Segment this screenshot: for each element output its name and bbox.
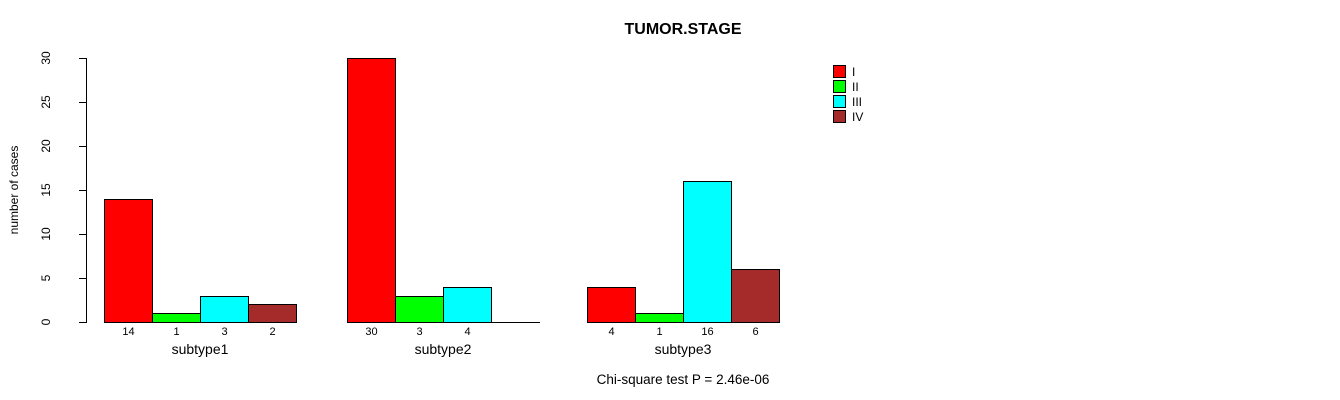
legend-swatch-I	[833, 65, 846, 78]
bar-subtype2-stage-I	[347, 58, 396, 323]
bar-value-label: 1	[173, 326, 180, 338]
group-label-subtype3: subtype3	[654, 341, 712, 357]
y-tick-label: 0	[39, 318, 53, 326]
bar-value-label: 2	[269, 326, 276, 338]
y-tick	[79, 278, 86, 279]
legend-label-II: II	[852, 80, 859, 94]
bar-subtype2-stage-III	[443, 286, 492, 323]
y-axis-label: number of cases	[7, 145, 21, 235]
bar-subtype3-stage-I	[587, 286, 636, 323]
y-tick-label: 25	[39, 95, 53, 109]
bar-subtype1-stage-I	[104, 198, 153, 323]
bar-subtype3-stage-IV	[731, 269, 780, 323]
group-label-subtype1: subtype1	[171, 341, 229, 357]
zero-height-bar-subtype2-stage-IV	[491, 322, 540, 323]
chart-title: TUMOR.STAGE	[624, 21, 742, 38]
y-tick-label: 10	[39, 227, 53, 241]
y-axis-line	[86, 58, 87, 323]
bar-subtype3-stage-II	[635, 313, 684, 323]
bar-subtype1-stage-II	[152, 313, 201, 323]
y-tick	[79, 146, 86, 147]
bar-value-label: 30	[365, 326, 378, 338]
bar-value-label: 3	[416, 326, 423, 338]
bar-subtype1-stage-III	[200, 295, 249, 323]
bar-subtype2-stage-II	[395, 295, 444, 323]
y-tick-label: 15	[39, 183, 53, 197]
y-tick-label: 20	[39, 139, 53, 153]
legend-label-IV: IV	[852, 110, 864, 124]
group-label-subtype2: subtype2	[414, 341, 472, 357]
y-tick	[79, 190, 86, 191]
bar-value-label: 14	[122, 326, 135, 338]
bar-value-label: 4	[464, 326, 471, 338]
legend-swatch-II	[833, 80, 846, 93]
bar-subtype1-stage-IV	[248, 304, 297, 323]
chi-square-annotation: Chi-square test P = 2.46e-06	[596, 372, 770, 387]
bar-value-label: 6	[752, 326, 759, 338]
legend-label-I: I	[852, 65, 856, 79]
y-tick	[79, 102, 86, 103]
legend-swatch-III	[833, 95, 846, 108]
bar-subtype3-stage-III	[683, 181, 732, 323]
legend-label-III: III	[852, 95, 863, 109]
y-tick	[79, 58, 86, 59]
y-tick	[79, 234, 86, 235]
y-tick-label: 30	[39, 51, 53, 65]
bar-value-label: 1	[656, 326, 663, 338]
bar-value-label: 4	[608, 326, 615, 338]
y-tick-label: 5	[39, 274, 53, 282]
bar-value-label: 3	[221, 326, 228, 338]
bar-value-label: 16	[701, 326, 714, 338]
y-tick	[79, 322, 86, 323]
legend-swatch-IV	[833, 110, 846, 123]
